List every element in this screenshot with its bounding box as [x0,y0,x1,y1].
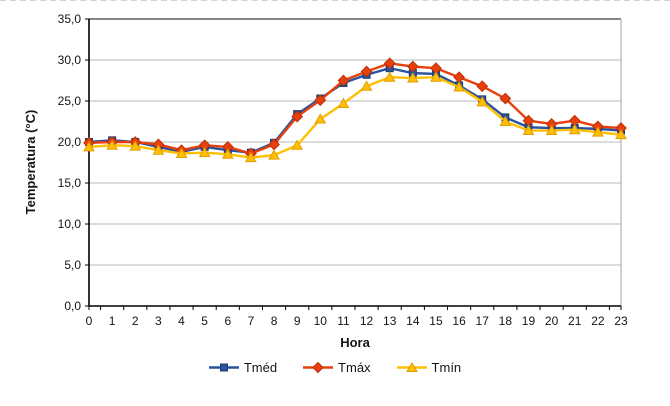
series-Tmín-marker [198,146,211,158]
x-tick-label: 12 [360,314,374,328]
legend-item-tmax[interactable]: Tmáx [303,360,371,375]
x-tick-label: 7 [248,314,255,328]
y-axis-title: Temperatura (°C) [23,109,38,215]
series-Tmáx-marker [499,92,512,105]
y-tick-label: 10,0 [58,217,82,231]
series-Tmáx-marker [476,80,489,93]
x-tick-label: 21 [568,314,582,328]
series-Tmín-marker [383,71,396,82]
x-tick-label: 20 [545,314,559,328]
series-Tmín-marker [592,126,604,137]
x-tick-label: 22 [591,314,605,328]
y-tick-label: 30,0 [58,53,82,67]
series-Tmáx-marker [337,74,350,87]
triangle-legend-marker-icon [396,361,427,372]
x-tick-label: 10 [314,314,328,328]
series-Tmín-marker [476,96,489,107]
chart-frame-dashed-border [0,0,670,1]
series-Tmín-marker [453,81,465,92]
x-tick-label: 17 [476,314,490,328]
series-Tmín-marker [245,151,257,163]
x-tick-label: 9 [294,314,301,328]
series-Tméd-line [88,66,622,154]
series-Tmáx-marker [383,57,396,70]
series-Tmáx-marker [291,110,304,123]
series-Tmín-marker [499,115,512,126]
series-Tmín-marker [360,80,373,91]
legend-label: Tmín [431,359,462,375]
series-Tmín-marker [615,128,627,140]
x-tick-label: 8 [271,314,278,328]
series-Tmín-line [88,76,622,159]
y-tick-label: 5,0 [64,258,81,272]
x-tick-label: 15 [429,314,443,328]
series-Tmín-marker [175,147,188,158]
legend-label: Tmáx [338,359,371,375]
x-tick-label: 16 [452,314,466,328]
x-tick-label: 23 [614,314,628,328]
series-Tmáx-marker [406,60,419,73]
series-Tmáx-marker [453,71,465,84]
x-tick-label: 11 [337,314,350,328]
series-Tmáx-marker [314,94,327,107]
legend-label: Tméd [243,359,278,375]
square-legend-marker-icon [208,363,239,371]
legend-item-tmed[interactable]: Tméd [208,359,278,375]
legend: Tméd Tmáx Tmín [0,356,670,378]
series-Tmín-marker [337,97,350,108]
x-tick-label: 5 [201,314,208,328]
x-tick-label: 18 [499,314,513,328]
x-tick-label: 2 [132,314,139,328]
y-tick-label: 20,0 [58,135,82,149]
series-Tmín-marker [568,123,581,135]
series-Tmín-marker [314,113,327,124]
series-Tmáx-line [88,62,622,155]
series-Tmáx-marker [360,65,373,78]
y-tick-label: 35,0 [58,12,82,26]
series-Tmín-marker [268,149,280,160]
series-Tmín-marker [291,139,304,150]
series-Tmín-marker [106,139,118,150]
y-tick-label: 0,0 [64,299,81,313]
x-tick-label: 1 [109,314,116,328]
series-Tmín-marker [221,148,234,159]
x-tick-label: 19 [522,314,536,328]
y-tick-label: 15,0 [58,176,82,190]
x-tick-label: 14 [406,314,420,328]
series-Tmín-marker [129,140,142,151]
x-tick-label: 13 [383,314,397,328]
series-Tmín-marker [406,72,419,83]
x-tick-label: 3 [155,314,162,328]
y-tick-label: 25,0 [58,94,82,108]
series-Tmín-marker [522,124,535,136]
x-tick-label: 6 [224,314,231,328]
series-Tmín-marker [430,71,442,82]
series-Tmín-marker [83,141,95,152]
diamond-legend-marker-icon [303,361,334,373]
x-axis-title: Hora [340,335,370,350]
series-Tmín-marker [545,124,558,136]
legend-item-tmin[interactable]: Tmín [396,359,462,375]
x-tick-label: 4 [178,314,185,328]
series-Tmín-marker [152,144,165,155]
x-tick-label: 0 [86,314,93,328]
